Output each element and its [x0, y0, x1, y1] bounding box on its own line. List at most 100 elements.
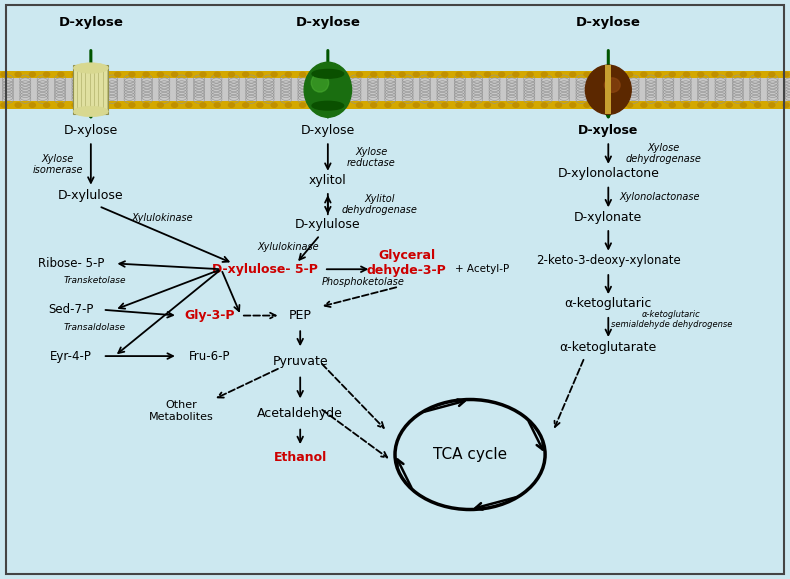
Circle shape: [15, 103, 21, 107]
Text: Ethanol: Ethanol: [273, 451, 327, 464]
Text: α-ketoglutarate: α-ketoglutarate: [559, 341, 657, 354]
Circle shape: [427, 72, 434, 76]
Circle shape: [29, 103, 36, 107]
Text: D-xylulose: D-xylulose: [58, 189, 124, 201]
Text: Pyruvate: Pyruvate: [273, 356, 328, 368]
Text: Phosphoketolase: Phosphoketolase: [322, 277, 404, 287]
Circle shape: [427, 103, 434, 107]
Circle shape: [86, 72, 92, 76]
Circle shape: [612, 103, 619, 107]
Circle shape: [43, 72, 50, 76]
Circle shape: [655, 72, 661, 76]
Text: Sed-7-P: Sed-7-P: [48, 303, 94, 316]
Circle shape: [171, 72, 178, 76]
Circle shape: [143, 103, 149, 107]
Circle shape: [214, 72, 220, 76]
Circle shape: [228, 103, 235, 107]
Circle shape: [86, 103, 92, 107]
Circle shape: [555, 72, 562, 76]
Text: Xylonolactonase: Xylonolactonase: [619, 192, 700, 202]
Circle shape: [698, 72, 704, 76]
Circle shape: [726, 72, 732, 76]
Bar: [0, 71, 790, 109]
Text: PEP: PEP: [289, 309, 311, 322]
Text: Xylose
dehydrogenase: Xylose dehydrogenase: [626, 142, 702, 164]
Circle shape: [399, 103, 405, 107]
Ellipse shape: [312, 101, 344, 110]
Circle shape: [470, 103, 476, 107]
Circle shape: [43, 103, 50, 107]
Circle shape: [641, 103, 647, 107]
Circle shape: [29, 72, 36, 76]
Circle shape: [769, 72, 775, 76]
Text: Acetaldehyde: Acetaldehyde: [258, 408, 343, 420]
Circle shape: [186, 103, 192, 107]
Circle shape: [257, 72, 263, 76]
Text: D-xylose: D-xylose: [578, 124, 638, 137]
Circle shape: [612, 72, 619, 76]
Circle shape: [570, 72, 576, 76]
Text: Fru-6-P: Fru-6-P: [189, 350, 230, 362]
Circle shape: [129, 72, 135, 76]
Circle shape: [200, 72, 206, 76]
Circle shape: [698, 103, 704, 107]
Circle shape: [555, 103, 562, 107]
Bar: [605, 65, 611, 115]
Circle shape: [626, 72, 633, 76]
Ellipse shape: [73, 107, 108, 117]
Circle shape: [442, 103, 448, 107]
Circle shape: [527, 103, 533, 107]
Ellipse shape: [73, 63, 108, 74]
Circle shape: [328, 72, 334, 76]
Text: Glyceral
dehyde-3-P: Glyceral dehyde-3-P: [367, 250, 446, 277]
Text: Xylulokinase: Xylulokinase: [258, 242, 319, 252]
Circle shape: [243, 72, 249, 76]
Circle shape: [314, 103, 320, 107]
Ellipse shape: [604, 78, 620, 93]
Text: TCA cycle: TCA cycle: [433, 447, 507, 462]
Circle shape: [129, 103, 135, 107]
Circle shape: [456, 72, 462, 76]
Circle shape: [513, 72, 519, 76]
Ellipse shape: [304, 62, 352, 117]
Circle shape: [726, 103, 732, 107]
Text: Transketolase: Transketolase: [63, 276, 126, 285]
Text: Other
Metabolites: Other Metabolites: [149, 400, 214, 422]
Circle shape: [527, 72, 533, 76]
Circle shape: [15, 72, 21, 76]
Circle shape: [356, 72, 363, 76]
Circle shape: [1, 72, 7, 76]
Circle shape: [683, 72, 690, 76]
Circle shape: [769, 103, 775, 107]
Text: α-ketoglutaric
semialdehyde dehydrogense: α-ketoglutaric semialdehyde dehydrogense: [611, 310, 732, 329]
Text: D-xylonate: D-xylonate: [574, 211, 642, 223]
Circle shape: [740, 103, 747, 107]
Circle shape: [754, 103, 761, 107]
Circle shape: [712, 103, 718, 107]
Circle shape: [72, 72, 78, 76]
Circle shape: [598, 103, 604, 107]
Text: D-xylose: D-xylose: [64, 124, 118, 137]
Circle shape: [513, 103, 519, 107]
Circle shape: [356, 103, 363, 107]
Circle shape: [157, 103, 164, 107]
Circle shape: [484, 72, 491, 76]
Circle shape: [484, 103, 491, 107]
Circle shape: [115, 72, 121, 76]
Circle shape: [285, 103, 292, 107]
Bar: [73, 65, 108, 115]
Circle shape: [641, 72, 647, 76]
Circle shape: [214, 103, 220, 107]
Circle shape: [100, 72, 107, 76]
Circle shape: [228, 72, 235, 76]
Circle shape: [541, 72, 547, 76]
Text: D-xylulose- 5-P: D-xylulose- 5-P: [212, 263, 318, 276]
Circle shape: [754, 72, 761, 76]
Circle shape: [456, 103, 462, 107]
Circle shape: [58, 72, 64, 76]
Text: Eyr-4-P: Eyr-4-P: [50, 350, 92, 362]
Text: Transaldolase: Transaldolase: [64, 323, 126, 332]
Text: Gly-3-P: Gly-3-P: [184, 309, 235, 322]
Circle shape: [200, 103, 206, 107]
Circle shape: [385, 72, 391, 76]
